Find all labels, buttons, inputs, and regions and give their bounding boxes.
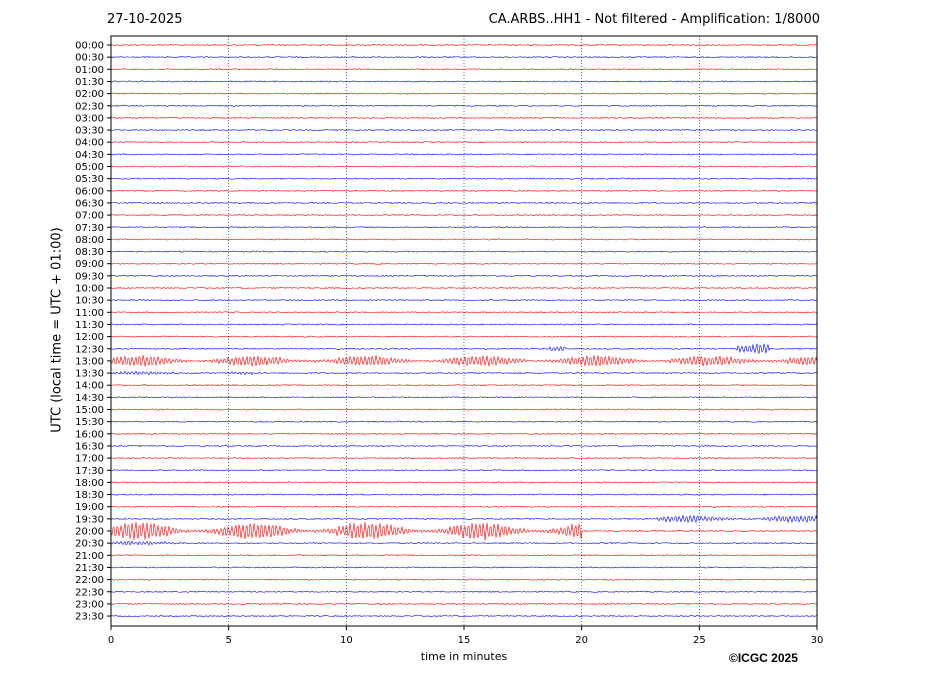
y-tick-label: 08:30 xyxy=(75,247,104,258)
trace-1000 xyxy=(110,287,818,289)
trace-0500 xyxy=(110,165,817,168)
x-tick-label: 15 xyxy=(458,635,471,646)
y-tick-label: 05:00 xyxy=(75,162,104,173)
y-tick-label: 06:30 xyxy=(75,198,104,209)
y-tick-label: 06:00 xyxy=(75,186,104,197)
y-tick-label: 18:00 xyxy=(75,478,104,489)
y-tick-label: 12:00 xyxy=(75,332,104,343)
trace-0900 xyxy=(110,262,818,265)
y-tick-label: 23:00 xyxy=(75,599,104,610)
y-tick-label: 00:00 xyxy=(75,41,104,52)
y-tick-label: 03:00 xyxy=(75,113,104,124)
trace-1600 xyxy=(110,432,818,435)
y-tick-label: 19:30 xyxy=(75,514,104,525)
trace-2330 xyxy=(110,615,818,618)
trace-0430 xyxy=(110,153,818,156)
y-tick-label: 17:00 xyxy=(75,454,104,465)
x-tick-label: 20 xyxy=(575,635,588,646)
trace-1800 xyxy=(110,481,818,484)
y-tick-label: 14:00 xyxy=(75,381,104,392)
y-tick-label: 01:30 xyxy=(75,77,104,88)
y-tick-label: 20:30 xyxy=(75,539,104,550)
y-tick-label: 05:30 xyxy=(75,174,104,185)
y-tick-label: 10:30 xyxy=(75,296,104,307)
y-tick-label: 13:30 xyxy=(75,369,104,380)
trace-0600 xyxy=(110,189,818,192)
trace-0730 xyxy=(110,226,818,229)
trace-1730 xyxy=(111,469,818,472)
date-label: 27-10-2025 xyxy=(107,12,183,27)
copyright-label: ©ICGC 2025 xyxy=(729,651,798,665)
y-tick-label: 19:00 xyxy=(75,502,104,513)
x-tick-label: 25 xyxy=(693,635,706,646)
x-tick-label: 0 xyxy=(108,635,114,646)
y-tick-label: 14:30 xyxy=(75,393,104,404)
y-tick-label: 11:30 xyxy=(75,320,104,331)
y-tick-label: 02:30 xyxy=(75,101,104,112)
x-tick-label: 5 xyxy=(225,635,231,646)
y-tick-label: 10:00 xyxy=(75,284,104,295)
y-tick-label: 07:00 xyxy=(75,211,104,222)
y-tick-label: 23:30 xyxy=(75,612,104,623)
y-tick-label: 09:00 xyxy=(75,259,104,270)
y-tick-label: 22:00 xyxy=(75,575,104,586)
y-tick-label: 02:00 xyxy=(75,89,104,100)
y-tick-label: 07:30 xyxy=(75,223,104,234)
trace-0800 xyxy=(110,238,818,241)
y-tick-label: 13:00 xyxy=(75,356,104,367)
trace-1700 xyxy=(110,457,818,460)
trace-1830 xyxy=(110,493,818,496)
y-tick-label: 15:30 xyxy=(75,417,104,428)
vertical-gridlines xyxy=(228,36,700,626)
trace-1630 xyxy=(110,444,818,447)
trace-1930 xyxy=(110,514,818,524)
x-tick-label: 10 xyxy=(340,635,353,646)
y-tick-label: 15:00 xyxy=(75,405,104,416)
y-tick-label: 04:30 xyxy=(75,150,104,161)
trace-1330 xyxy=(110,370,818,376)
y-tick-label: 12:30 xyxy=(75,344,104,355)
trace-0530 xyxy=(110,177,818,180)
y-tick-label: 09:30 xyxy=(75,271,104,282)
x-axis-label: time in minutes xyxy=(420,650,508,663)
y-tick-label: 18:30 xyxy=(75,490,104,501)
trace-1430 xyxy=(110,396,818,399)
y-tick-label: 17:30 xyxy=(75,466,104,477)
y-axis-label: UTC (local time = UTC + 01:00) xyxy=(49,227,65,433)
x-tick-labels: 0 5 10 15 20 25 30 xyxy=(108,626,824,646)
y-tick-label: 16:00 xyxy=(75,429,104,440)
trace-0830 xyxy=(110,250,818,253)
y-tick-label: 21:30 xyxy=(75,563,104,574)
trace-0930 xyxy=(110,274,818,277)
trace-0700 xyxy=(110,214,818,217)
y-tick-label: 11:00 xyxy=(75,308,104,319)
y-tick-label: 04:00 xyxy=(75,138,104,149)
y-tick-label: 16:30 xyxy=(75,441,104,452)
trace-1500 xyxy=(110,408,818,411)
y-tick-label: 21:00 xyxy=(75,551,104,562)
y-tick-label: 08:00 xyxy=(75,235,104,246)
y-tick-label: 01:00 xyxy=(75,65,104,76)
chart-title: CA.ARBS..HH1 - Not filtered - Amplificat… xyxy=(488,12,820,27)
x-tick-label: 30 xyxy=(811,635,824,646)
trace-1530 xyxy=(110,420,818,423)
y-tick-label: 22:30 xyxy=(75,587,104,598)
y-tick-label: 00:30 xyxy=(75,53,104,64)
y-tick-label: 03:30 xyxy=(75,126,104,137)
y-tick-label: 20:00 xyxy=(75,527,104,538)
trace-0630 xyxy=(110,201,818,204)
